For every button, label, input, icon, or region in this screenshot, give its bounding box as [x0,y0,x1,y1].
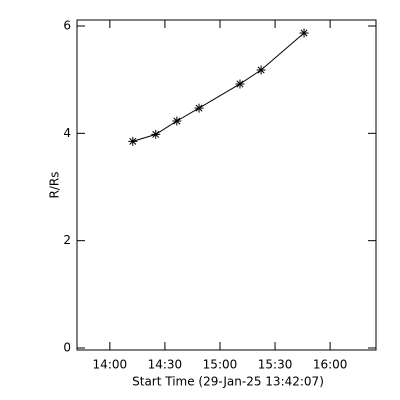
plot-frame [76,19,377,351]
y-axis-label: R/Rs [48,172,62,199]
data-point [194,103,204,113]
y-tick-label: 0 [63,341,71,355]
x-tick-label: 15:30 [258,358,293,372]
data-point [151,129,161,139]
x-tick-label: 14:00 [93,358,128,372]
y-tick-label: 6 [63,19,71,33]
y-tick-label: 4 [63,126,71,140]
data-point [172,116,182,126]
x-axis-label: Start Time (29-Jan-25 13:42:07) [132,375,324,389]
data-point [128,136,138,146]
x-tick-label: 14:30 [148,358,183,372]
y-tick-label: 2 [63,233,71,247]
data-point [256,65,266,75]
x-tick-label: 15:00 [203,358,238,372]
x-tick-label: 16:00 [313,358,348,372]
data-point [299,28,309,38]
data-point [235,79,245,89]
fit-line [132,32,305,142]
